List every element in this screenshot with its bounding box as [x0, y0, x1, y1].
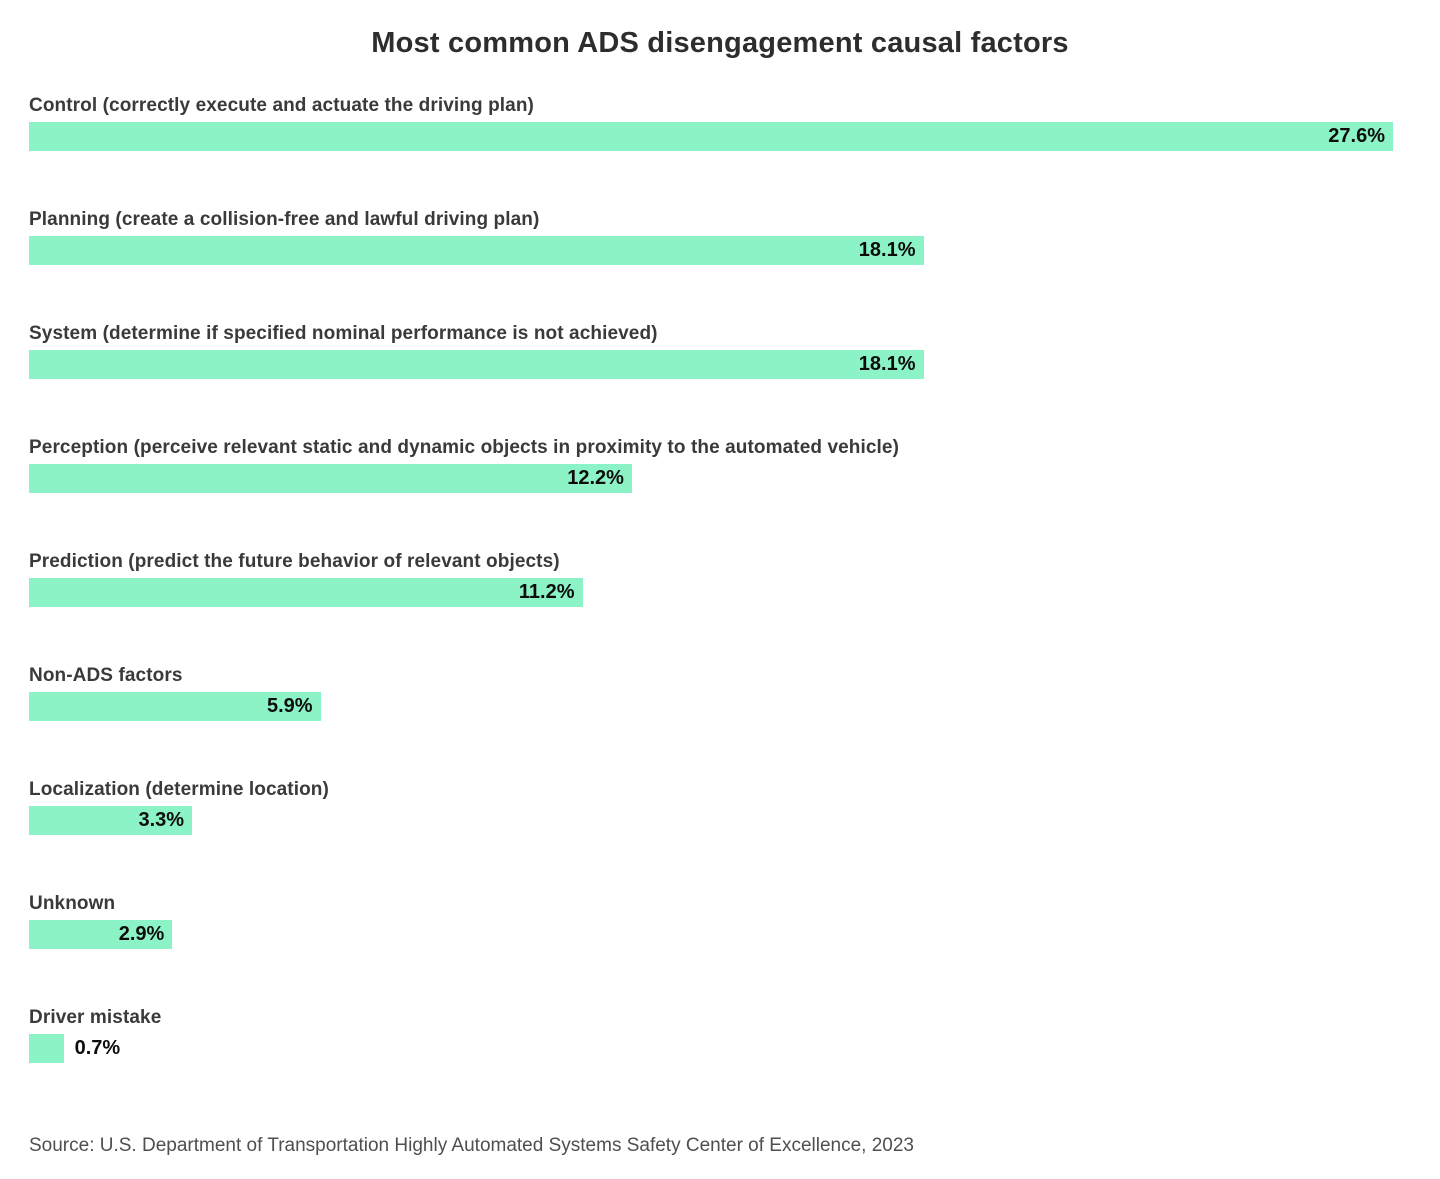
source-note: Source: U.S. Department of Transportatio… — [29, 1135, 915, 1156]
bar-row: System (determine if specified nominal p… — [29, 323, 1393, 379]
category-label: Driver mistake — [29, 1007, 162, 1028]
bar: 2.9% — [29, 920, 173, 949]
bar: 5.9% — [29, 692, 321, 721]
category-label: Control (correctly execute and actuate t… — [29, 95, 534, 116]
value-label: 18.1% — [858, 239, 916, 261]
bar-row: Non-ADS factors 5.9% — [29, 665, 1393, 721]
bar-chart: Most common ADS disengagement causal fac… — [0, 26, 1440, 1179]
value-label: 27.6% — [1328, 125, 1385, 147]
value-label: 11.2% — [518, 581, 575, 603]
category-label: Non-ADS factors — [29, 665, 183, 686]
bar-row: Planning (create a collision-free and la… — [29, 209, 1393, 265]
bar-track: 5.9% — [29, 692, 1393, 721]
bar: 12.2% — [29, 464, 632, 493]
bar: 27.6% — [29, 122, 1393, 151]
bar-row: Prediction (predict the future behavior … — [29, 551, 1393, 607]
value-label: 12.2% — [567, 467, 624, 489]
value-label: 18.1% — [858, 353, 916, 375]
bar-row: Perception (perceive relevant static and… — [29, 437, 1393, 493]
bar-track: 18.1% — [29, 350, 1393, 379]
bar-row: Localization (determine location) 3.3% — [29, 779, 1393, 835]
category-label: Unknown — [29, 893, 116, 914]
bar-track: 3.3% — [29, 806, 1393, 835]
bar — [29, 1034, 64, 1063]
bar: 18.1% — [29, 236, 924, 265]
bar-track: 18.1% — [29, 236, 1393, 265]
value-label: 0.7% — [74, 1037, 121, 1059]
category-label: Localization (determine location) — [29, 779, 329, 800]
bar: 18.1% — [29, 350, 924, 379]
bar-track: 27.6% — [29, 122, 1393, 151]
value-label: 3.3% — [138, 809, 185, 831]
bar-track: 11.2% — [29, 578, 1393, 607]
bar: 11.2% — [29, 578, 583, 607]
bar-row: Unknown 2.9% — [29, 893, 1393, 949]
chart-title: Most common ADS disengagement causal fac… — [371, 27, 1069, 59]
bar: 3.3% — [29, 806, 193, 835]
bar-track: 12.2% — [29, 464, 1393, 493]
category-label: Perception (perceive relevant static and… — [29, 437, 900, 458]
value-label: 5.9% — [266, 695, 313, 717]
category-label: System (determine if specified nominal p… — [29, 323, 658, 344]
bar-track: 0.7% — [29, 1034, 1393, 1063]
bar-rows: Control (correctly execute and actuate t… — [29, 95, 1393, 1063]
category-label: Planning (create a collision-free and la… — [29, 209, 540, 230]
category-label: Prediction (predict the future behavior … — [29, 551, 560, 572]
bar-row: Control (correctly execute and actuate t… — [29, 95, 1393, 151]
bar-row: Driver mistake 0.7% — [29, 1007, 1393, 1063]
bar-track: 2.9% — [29, 920, 1393, 949]
value-label: 2.9% — [118, 923, 165, 945]
